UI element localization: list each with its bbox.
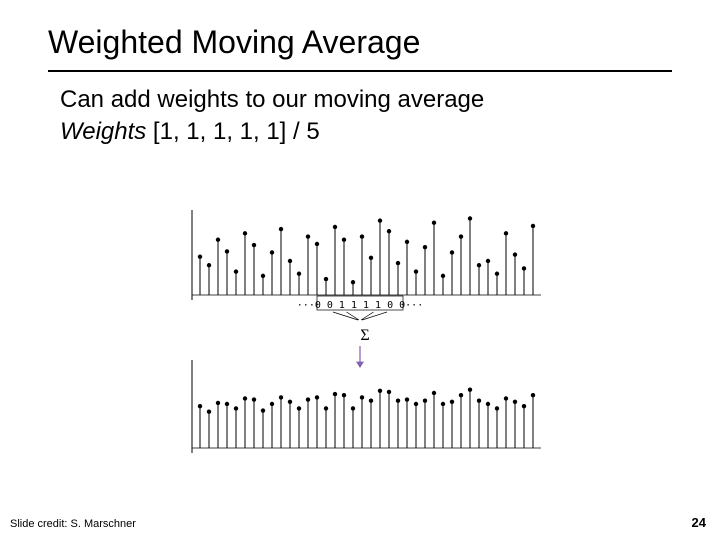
slide-credit: Slide credit: S. Marschner: [10, 518, 136, 530]
page-number: 24: [692, 515, 706, 530]
slide-title: Weighted Moving Average: [48, 24, 420, 61]
weights-word: Weights: [60, 118, 146, 145]
svg-text:···0 0 1 1 1 1 0 0···: ···0 0 1 1 1 1 0 0···: [297, 300, 423, 311]
body-line-1: Can add weights to our moving average: [60, 86, 484, 114]
title-rule: [48, 70, 672, 72]
svg-text:Σ: Σ: [360, 327, 369, 344]
signal-diagram: ···0 0 1 1 1 1 0 0··· Σ: [170, 200, 550, 470]
weights-array: [1, 1, 1, 1, 1] / 5: [146, 118, 319, 145]
body-line-2: Weights [1, 1, 1, 1, 1] / 5: [60, 118, 320, 146]
